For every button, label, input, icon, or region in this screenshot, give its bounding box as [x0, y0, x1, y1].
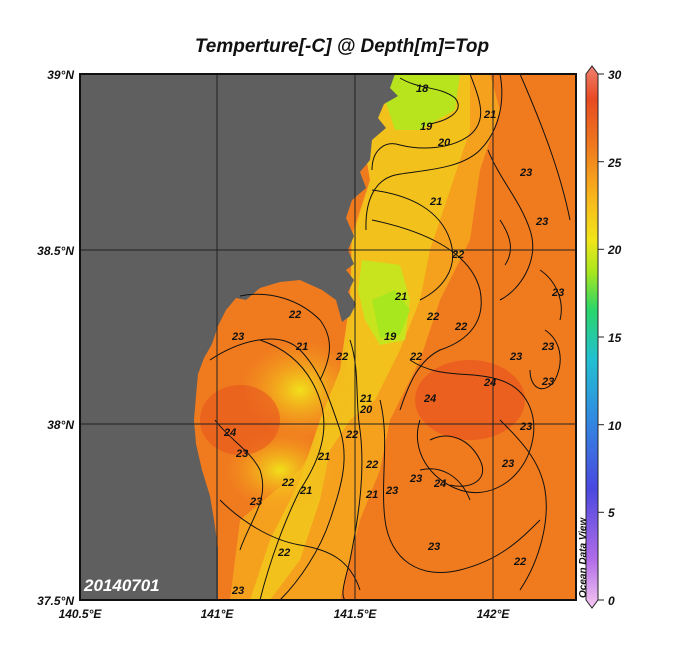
lat-tick-label: 37.5°N [37, 594, 74, 608]
contour-label: 19 [420, 121, 433, 133]
contour-label: 23 [249, 496, 262, 508]
contour-label: 21 [317, 451, 330, 463]
contour-label: 21 [483, 109, 496, 121]
contour-label: 23 [501, 458, 514, 470]
contour-label: 21 [359, 393, 372, 405]
contour-label: 23 [541, 341, 554, 353]
lon-tick-label: 141°E [201, 607, 235, 621]
contour-label: 22 [426, 311, 439, 323]
contour-label: 23 [427, 541, 440, 553]
contour-label: 20 [359, 404, 373, 416]
colorbar: 30 25 20 15 10 5 0 Ocean Data View [578, 65, 622, 609]
lon-tick-label: 142°E [477, 607, 511, 621]
colorbar-tick-label: 0 [608, 594, 615, 608]
lat-tick-label: 38.5°N [37, 244, 74, 258]
colorbar-tick-label: 10 [608, 419, 622, 433]
contour-label: 24 [423, 393, 436, 405]
contour-label: 24 [433, 478, 446, 490]
contour-label: 22 [365, 459, 378, 471]
contour-label: 23 [551, 287, 564, 299]
contour-label: 22 [345, 429, 358, 441]
colorbar-tick-label: 5 [608, 506, 615, 520]
contour-label: 23 [509, 351, 522, 363]
lon-tick-label: 140.5°E [59, 607, 103, 621]
contour-lines [209, 74, 571, 600]
land-mass [80, 74, 398, 600]
contour-label: 22 [513, 556, 526, 568]
colorbar-tick-label: 30 [608, 68, 622, 82]
contour-label: 22 [277, 547, 290, 559]
contour-label: 18 [416, 83, 429, 95]
contour-label: 22 [451, 249, 464, 261]
lon-tick-label: 141.5°E [334, 607, 378, 621]
contour-label: 21 [394, 291, 407, 303]
contour-label: 23 [541, 376, 554, 388]
contour-label: 21 [299, 485, 312, 497]
contour-label: 21 [365, 489, 378, 501]
contour-label: 22 [409, 351, 422, 363]
map-title: Temperture[-C] @ Depth[m]=Top [194, 36, 490, 57]
contour-label: 22 [454, 321, 467, 333]
contour-label: 20 [437, 137, 451, 149]
contour-label: 23 [519, 167, 532, 179]
colorbar-tick-label: 15 [608, 331, 622, 345]
contour-label: 23 [519, 421, 532, 433]
colorbar-tick-label: 25 [607, 156, 622, 170]
contour-label: 23 [535, 216, 548, 228]
colorbar-tick-label: 20 [607, 243, 622, 257]
contour-label: 24 [483, 377, 496, 389]
contour-label: 23 [235, 448, 248, 460]
contour-label: 23 [231, 585, 244, 597]
map-frame [79, 73, 577, 601]
contour-label: 23 [409, 473, 422, 485]
contour-label: 22 [335, 351, 348, 363]
lat-tick-label: 39°N [47, 68, 74, 82]
lat-tick-label: 38°N [47, 418, 74, 432]
contour-label: 21 [429, 196, 442, 208]
odv-watermark: Ocean Data View [578, 517, 589, 598]
contour-label: 21 [295, 341, 308, 353]
contour-label: 24 [223, 427, 236, 439]
contour-label: 19 [384, 331, 397, 343]
contour-label-group: 18 19 20 21 21 22 22 23 23 23 23 23 24 2… [223, 83, 564, 597]
graticule [80, 74, 576, 600]
contour-label: 22 [288, 309, 301, 321]
date-stamp: 20140701 [83, 576, 160, 595]
contour-label: 23 [231, 331, 244, 343]
contour-label: 22 [281, 477, 294, 489]
contour-label: 23 [385, 485, 398, 497]
